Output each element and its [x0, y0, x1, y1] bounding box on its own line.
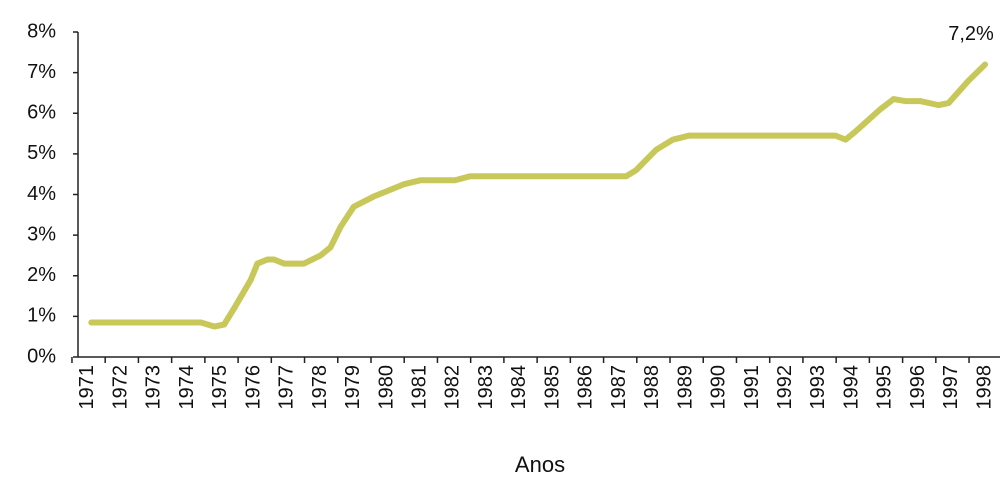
- x-tick-label: 1985: [541, 365, 563, 410]
- y-tick-label: 8%: [27, 20, 56, 42]
- x-tick-label: 1988: [641, 365, 663, 410]
- line: [88, 61, 989, 330]
- x-tick-label: 1975: [209, 365, 231, 410]
- x-tick-label: 1979: [342, 365, 364, 410]
- x-tick-label: 1976: [242, 365, 264, 410]
- x-tick-label: 1989: [674, 365, 696, 410]
- annotation: 7,2%: [948, 23, 994, 45]
- x-tick-label: 1987: [608, 365, 630, 410]
- x-tick-label: 1971: [76, 365, 98, 410]
- x-tick-label: 1980: [375, 365, 397, 410]
- x-tick-label: 1984: [508, 365, 530, 410]
- x-tick-label: 1981: [409, 365, 431, 410]
- x-tick-label: 1991: [741, 365, 763, 410]
- x-tick-label: 1977: [276, 365, 298, 410]
- y-tick-label: 4%: [27, 183, 56, 205]
- x-tick-label: 1992: [774, 365, 796, 410]
- x-tick-label: 1973: [143, 365, 165, 410]
- x-tick-label: 1998: [973, 365, 995, 410]
- x-tick-label: 1972: [109, 365, 131, 410]
- x-axis-label: Anos: [515, 452, 565, 477]
- x-tick-label: 1993: [807, 365, 829, 410]
- x-tick-label: 1986: [575, 365, 597, 410]
- x-tick-label: 1978: [309, 365, 331, 410]
- x-tick-label: 1995: [874, 365, 896, 410]
- y-tick-label: 0%: [27, 345, 56, 367]
- y-tick-label: 7%: [27, 61, 56, 83]
- y-tick-label: 6%: [27, 102, 56, 124]
- x-tick-label: 1994: [840, 365, 862, 410]
- x-tick-label: 1982: [442, 365, 464, 410]
- y-tick-label: 5%: [27, 142, 56, 164]
- y-tick-label: 1%: [27, 305, 56, 327]
- x-tick-label: 1997: [940, 365, 962, 410]
- y-tick-label: 3%: [27, 223, 56, 245]
- x-tick-label: 1983: [475, 365, 497, 410]
- x-tick-label: 1974: [176, 365, 198, 410]
- y-tick-label: 2%: [27, 264, 56, 286]
- x-tick-label: 1996: [907, 365, 929, 410]
- x-tick-label: 1990: [708, 365, 730, 410]
